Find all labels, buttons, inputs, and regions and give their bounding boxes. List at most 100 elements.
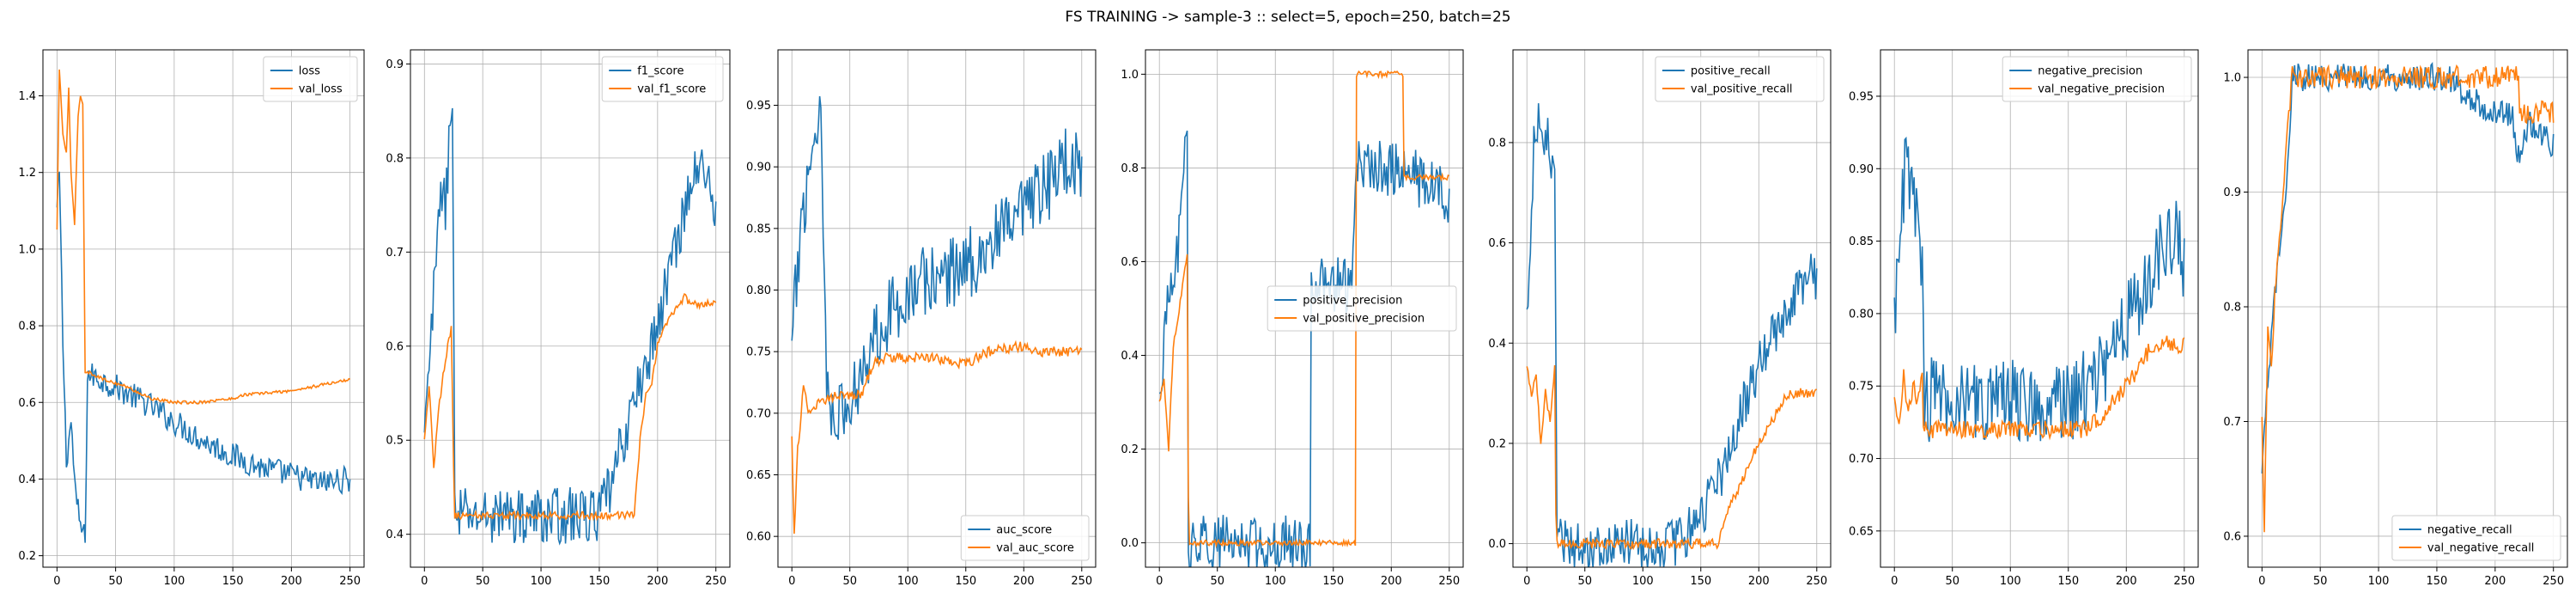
subplot-3: 0 50 100 150 200 250 0.60 0.65 0.70 0.75 0.80 0.85 0…: [746, 49, 1097, 588]
legend-label: val_loss: [299, 83, 343, 96]
legend-label: positive_precision: [1303, 295, 1402, 308]
y-tick-label: 0.8: [18, 321, 36, 333]
series-line-auc-score: [791, 95, 1083, 440]
subplot-6: 0 50 100 150 200 250 0.65 0.70 0.75 0.80 0.85 0.90 0…: [1849, 49, 2199, 588]
legend-label: val_negative_precision: [2038, 83, 2165, 96]
x-tick-label: 0: [1891, 575, 1898, 588]
y-tick-label: 0.9: [2223, 186, 2241, 199]
x-tick-label: 250: [705, 575, 726, 588]
legend-frame: [2002, 56, 2192, 102]
legend-label: f1_score: [637, 65, 683, 78]
axes-frame: [410, 49, 731, 568]
series-line-val-positive-precision: [1158, 70, 1449, 548]
series-line-loss: [56, 171, 351, 543]
legend-frame: [263, 56, 358, 102]
y-tick-label: 0.4: [1121, 350, 1139, 363]
x-tick-label: 50: [1210, 575, 1224, 588]
y-tick-label: 0.90: [1849, 163, 1874, 176]
y-tick-label: 0.6: [1121, 256, 1139, 269]
y-tick-label: 0.2: [1488, 437, 1506, 450]
y-tick-label: 0.8: [386, 152, 404, 165]
y-tick-label: 0.65: [1849, 525, 1874, 538]
x-tick-label: 150: [1690, 575, 1711, 588]
subplot-4: 0 50 100 150 200 250 0.0 0.2 0.4 0.6 0.8 1.0 positiv…: [1121, 49, 1464, 588]
axes-frame: [42, 49, 365, 568]
x-tick-label: 150: [222, 575, 244, 588]
series-line-positive-precision: [1158, 130, 1450, 567]
y-tick-label: 0.75: [1849, 381, 1874, 394]
y-tick-label: 0.8: [1121, 162, 1139, 175]
legend-label: positive_recall: [1691, 65, 1771, 78]
y-tick-label: 0.0: [1488, 538, 1506, 551]
y-tick-label: 1.0: [1121, 69, 1139, 82]
y-tick-label: 0.4: [386, 529, 404, 541]
legend: auc_score val_auc_score: [960, 515, 1090, 561]
y-tick-label: 0.70: [746, 407, 771, 420]
legend-label: negative_precision: [2038, 65, 2142, 78]
y-tick-label: 0.0: [1121, 537, 1139, 550]
series-line-val-positive-recall: [1526, 364, 1817, 551]
legend-frame: [2391, 515, 2561, 561]
legend-label: val_auc_score: [996, 542, 1074, 555]
x-tick-label: 50: [842, 575, 857, 588]
y-tick-label: 0.95: [1849, 90, 1874, 103]
x-tick-label: 150: [955, 575, 976, 588]
y-tick-label: 0.7: [2223, 416, 2241, 429]
x-tick-label: 250: [1438, 575, 1460, 588]
y-tick-label: 0.80: [1849, 308, 1874, 321]
legend: f1_score val_f1_score: [601, 56, 724, 102]
x-tick-label: 0: [421, 575, 428, 588]
x-tick-label: 0: [788, 575, 795, 588]
x-tick-label: 50: [476, 575, 490, 588]
x-tick-label: 0: [2258, 575, 2265, 588]
figure-title: FS TRAINING -> sample-3 :: select=5, epo…: [1065, 9, 1511, 26]
x-tick-label: 200: [647, 575, 668, 588]
x-tick-label: 200: [1381, 575, 1402, 588]
series-line-val-loss: [56, 69, 350, 405]
series-line-val-negative-recall: [2261, 64, 2555, 533]
y-tick-label: 0.6: [18, 397, 36, 410]
x-tick-label: 250: [1806, 575, 1827, 588]
y-tick-label: 0.5: [386, 435, 404, 448]
legend-label: auc_score: [996, 524, 1052, 537]
legend-label: val_positive_recall: [1691, 83, 1793, 96]
x-tick-label: 50: [1577, 575, 1592, 588]
axes-frame: [1145, 49, 1464, 568]
legend-frame: [1267, 285, 1457, 332]
legend-label: val_positive_precision: [1303, 313, 1425, 326]
legend: negative_precision val_negative_precision: [2002, 56, 2192, 102]
x-tick-label: 150: [589, 575, 611, 588]
x-tick-label: 150: [2427, 575, 2448, 588]
legend: positive_recall val_positive_recall: [1655, 56, 1825, 102]
x-tick-label: 200: [2484, 575, 2506, 588]
x-tick-label: 50: [108, 575, 123, 588]
y-tick-label: 1.4: [18, 90, 36, 103]
y-tick-label: 0.9: [386, 58, 404, 71]
y-tick-label: 0.6: [1488, 237, 1506, 250]
y-tick-label: 0.6: [386, 340, 404, 353]
y-tick-label: 0.4: [1488, 338, 1506, 351]
x-tick-label: 100: [897, 575, 919, 588]
legend-label: negative_recall: [2427, 524, 2512, 537]
subplot-2: 0 50 100 150 200 250 0.4 0.5 0.6 0.7 0.8 0.9 f1_scor…: [386, 49, 731, 588]
legend: loss val_loss: [263, 56, 358, 102]
y-tick-label: 1.0: [18, 243, 36, 256]
x-tick-label: 200: [2116, 575, 2137, 588]
y-tick-label: 0.8: [1488, 137, 1506, 150]
y-tick-label: 0.70: [1849, 453, 1874, 466]
axes-frame: [2247, 49, 2568, 568]
x-tick-label: 150: [1322, 575, 1344, 588]
x-tick-label: 250: [1071, 575, 1092, 588]
legend-label: val_negative_recall: [2427, 542, 2535, 555]
series-line-val-f1-score: [423, 292, 717, 522]
x-tick-label: 100: [163, 575, 185, 588]
subplot-5: 0 50 100 150 200 250 0.0 0.2 0.4 0.6 0.8 positive_r…: [1488, 49, 1832, 588]
legend-frame: [960, 515, 1090, 561]
x-tick-label: 50: [1945, 575, 1959, 588]
y-tick-label: 1.2: [18, 167, 36, 180]
legend-frame: [1655, 56, 1825, 102]
x-tick-label: 100: [531, 575, 552, 588]
x-tick-label: 0: [53, 575, 60, 588]
x-tick-label: 150: [2057, 575, 2079, 588]
